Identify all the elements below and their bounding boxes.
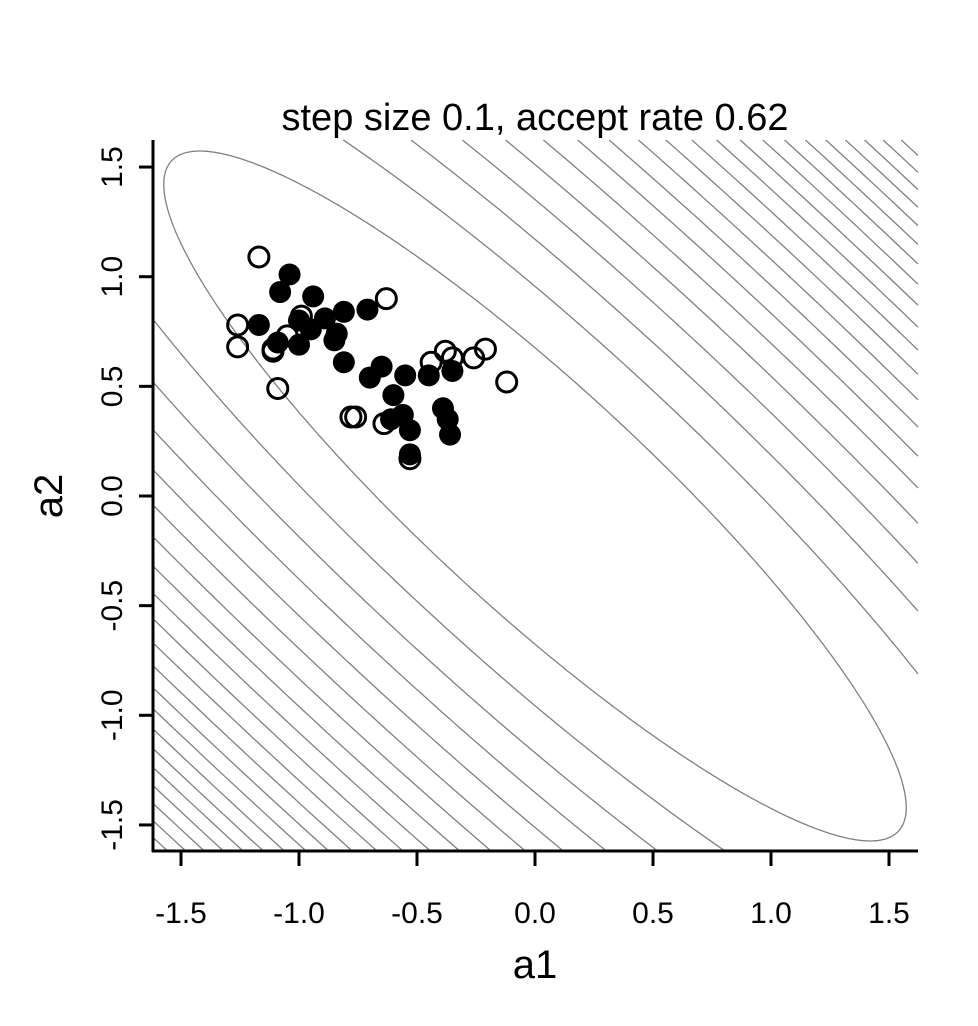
contour-line bbox=[153, 139, 919, 851]
contour-line bbox=[153, 139, 919, 851]
contour-line bbox=[153, 139, 919, 851]
contour-line bbox=[153, 139, 919, 851]
open-point bbox=[495, 370, 519, 394]
open-point bbox=[344, 405, 368, 429]
y-tick-label: 0.5 bbox=[96, 365, 129, 407]
y-tick-label: 0.0 bbox=[96, 475, 129, 517]
contour-line bbox=[153, 139, 919, 851]
y-tick-label: 1.0 bbox=[96, 256, 129, 298]
contour-line bbox=[153, 139, 919, 851]
filled-point bbox=[358, 366, 381, 389]
filled-point bbox=[398, 419, 421, 442]
x-tick-label: 0.5 bbox=[632, 897, 674, 930]
filled-point bbox=[398, 443, 421, 466]
contour-line bbox=[153, 139, 919, 851]
filled-point bbox=[278, 263, 301, 286]
contour-lines bbox=[153, 139, 919, 851]
contour-line bbox=[153, 139, 919, 851]
filled-point bbox=[288, 333, 310, 356]
filled-point bbox=[313, 307, 336, 330]
open-point bbox=[226, 313, 250, 337]
contour-line bbox=[153, 139, 919, 851]
open-point bbox=[247, 245, 271, 269]
filled-point bbox=[394, 364, 417, 387]
contour-line bbox=[153, 139, 919, 851]
filled-point bbox=[356, 298, 379, 321]
open-point bbox=[226, 335, 250, 359]
y-tick-label: -1.5 bbox=[96, 799, 129, 851]
x-tick-label: -0.5 bbox=[391, 897, 443, 930]
contour-line bbox=[153, 139, 919, 851]
filled-point bbox=[325, 322, 348, 345]
open-point bbox=[339, 405, 363, 429]
contour-line bbox=[153, 139, 919, 851]
y-axis-label: a2 bbox=[27, 474, 71, 519]
filled-point bbox=[266, 331, 289, 354]
filled-point bbox=[382, 384, 405, 407]
y-axis-ticks: -1.5 -1.0 -0.5 0.0 0.5 1.0 1.5 bbox=[96, 146, 153, 851]
y-tick-label: 1.5 bbox=[96, 146, 129, 188]
contour-line bbox=[163, 150, 907, 842]
filled-point bbox=[380, 408, 403, 431]
x-axis-label: a1 bbox=[513, 943, 558, 987]
x-tick-label: -1.0 bbox=[273, 897, 325, 930]
data-points bbox=[226, 245, 519, 471]
x-tick-label: 0.0 bbox=[514, 897, 556, 930]
x-axis-ticks: -1.5 -1.0 -0.5 0.0 0.5 1.0 1.5 bbox=[155, 851, 910, 930]
contour-line bbox=[153, 139, 919, 851]
contour-line bbox=[153, 139, 919, 851]
open-point bbox=[266, 377, 290, 401]
contour-line bbox=[153, 139, 919, 851]
y-tick-label: -0.5 bbox=[96, 580, 129, 632]
x-tick-label: -1.5 bbox=[155, 897, 207, 930]
filled-point bbox=[269, 281, 292, 304]
filled-point bbox=[441, 359, 464, 382]
open-point bbox=[374, 287, 398, 311]
x-tick-label: 1.5 bbox=[868, 897, 910, 930]
contour-line bbox=[153, 139, 919, 851]
x-tick-label: 1.0 bbox=[750, 897, 792, 930]
filled-point bbox=[332, 351, 355, 374]
filled-point bbox=[439, 423, 462, 446]
contour-line bbox=[153, 139, 919, 851]
y-tick-label: -1.0 bbox=[96, 689, 129, 741]
filled-point bbox=[332, 300, 355, 323]
chart-title: step size 0.1, accept rate 0.62 bbox=[282, 97, 789, 139]
filled-point bbox=[302, 285, 325, 308]
filled-point bbox=[417, 364, 440, 387]
contour-line bbox=[153, 139, 919, 851]
filled-point bbox=[247, 313, 270, 336]
open-point bbox=[473, 337, 497, 361]
contour-line bbox=[153, 139, 919, 851]
open-point bbox=[433, 339, 457, 363]
contour-line bbox=[153, 139, 919, 851]
